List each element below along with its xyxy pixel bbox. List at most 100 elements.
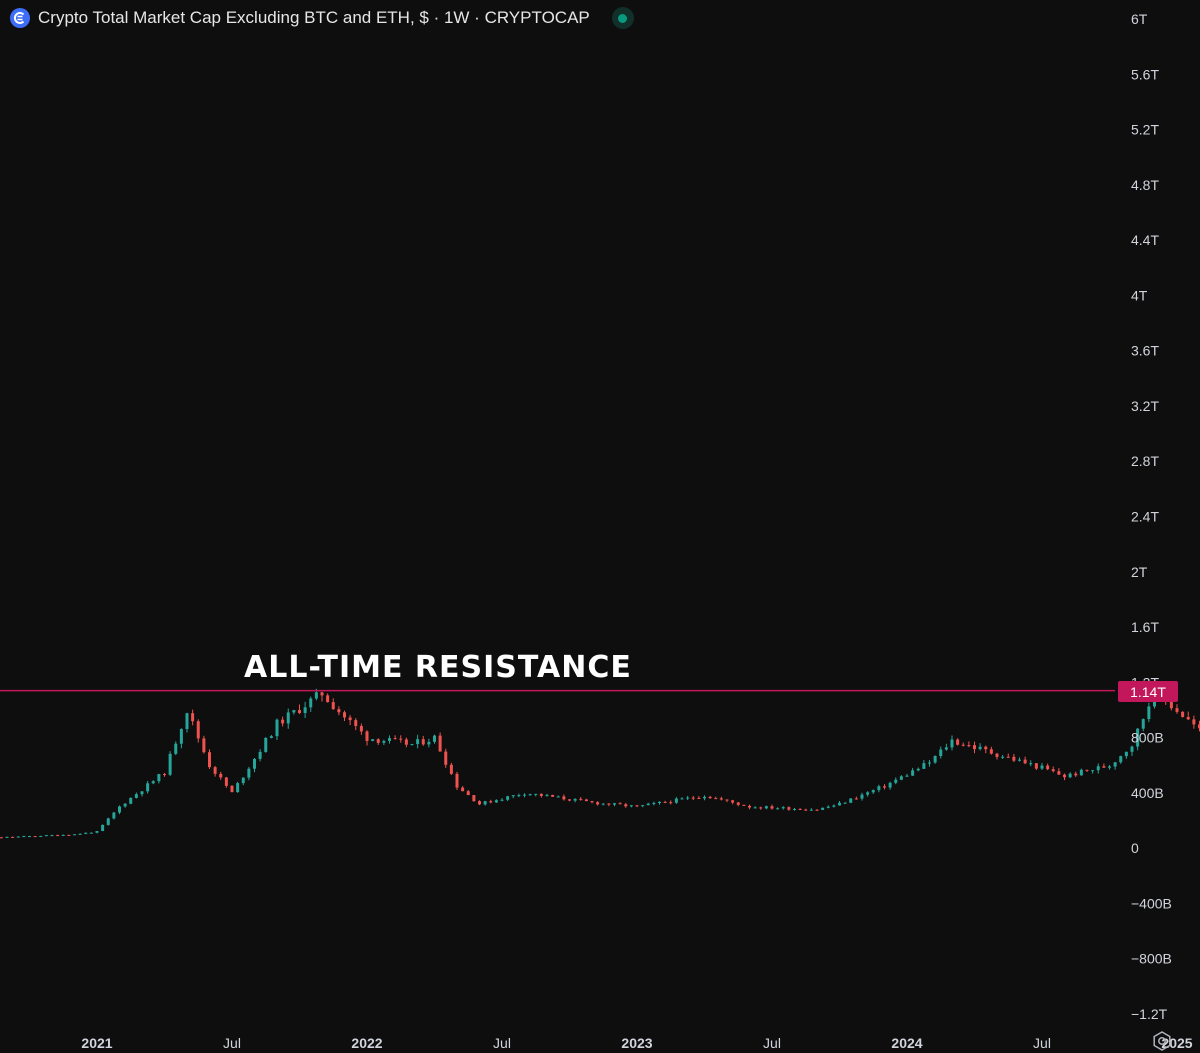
candle-body [601,803,605,805]
price-axis-label: 800B [1131,730,1164,746]
candle-body [331,702,335,710]
candle-body [112,812,116,819]
price-badge: 1.14T [1118,681,1178,702]
candle-body [736,802,740,805]
candle-body [5,836,9,838]
chart-title[interactable]: Crypto Total Market Cap Excluding BTC an… [38,8,590,27]
price-axis-label: 2.8T [1131,453,1159,469]
price-axis-label: 5.2T [1131,122,1159,138]
candle-body [33,836,37,838]
candle-body [101,824,105,832]
candle-body [123,803,127,807]
candle-body [607,803,611,805]
candle-body [478,801,481,805]
candle-body [652,802,656,804]
candle-body [764,806,768,809]
candle-body [309,698,313,708]
candle-body [809,809,813,811]
candle-body [253,758,256,769]
candle-body [444,751,448,765]
candle-body [899,776,903,780]
price-axis-label: −1.2T [1131,1006,1168,1022]
candle-body [303,707,307,713]
price-axis-label: −400B [1131,895,1172,911]
market-status-dot-icon[interactable] [611,7,634,29]
candle-body [877,786,881,791]
candle-body [984,746,988,750]
candle-body [151,781,155,784]
candle-body [781,807,785,809]
candle-body [562,796,566,800]
candle-body [539,793,543,796]
candle-body [230,785,234,793]
price-axis-label: 4.8T [1131,177,1159,193]
gear-icon[interactable] [1151,1030,1173,1052]
candle-body [298,710,301,713]
candle-body [1113,762,1117,767]
candle-body [866,792,870,795]
candle-body [590,801,594,803]
candle-body [1001,756,1005,758]
candle-body [708,796,712,799]
candle-body [84,832,88,834]
candle-body [911,770,915,776]
candle-body [753,807,757,809]
candle-body [1147,706,1151,720]
candle-body [624,804,628,807]
candle-body [776,808,780,810]
resistance-annotation: ALL-TIME RESISTANCE [244,650,632,685]
candle-body [236,783,240,793]
candle-body [1057,771,1061,775]
candle-body [883,786,886,788]
candle-body [455,773,459,788]
candle-body [1046,765,1050,770]
candles-layer [0,684,1200,839]
candle-body [573,798,577,801]
candle-body [1012,756,1016,761]
candle-body [106,818,110,825]
candle-body [1192,719,1196,725]
candle-body [674,798,678,803]
candle-body [854,798,858,800]
candle-body [989,749,993,754]
time-axis: Jul2021Jul2022Jul2023Jul2024Jul2025Jul20… [81,1035,1192,1051]
candle-body [742,804,746,806]
candle-body [118,806,121,813]
candle-body [849,798,853,803]
candle-body [860,794,864,799]
candle-body [73,834,76,836]
candle-body [1051,769,1055,772]
candle-body [179,729,183,744]
candle-body [658,801,661,803]
candle-body [483,801,487,805]
candle-body [28,836,31,838]
candle-body [314,692,318,699]
candle-body [410,744,414,746]
candle-body [629,805,633,807]
candle-body [770,806,774,809]
candle-body [1181,711,1185,717]
cryptocap-logo-icon [10,8,30,28]
candle-body [556,796,560,798]
candle-body [39,835,43,837]
candle-body [168,753,172,775]
candle-body [275,719,279,737]
candle-body [1034,763,1038,769]
candle-body [416,739,420,745]
candle-body [292,710,296,713]
candle-body [838,802,841,806]
candle-body [89,832,93,834]
candle-body [528,794,532,796]
candle-body [191,713,195,722]
candle-body [433,735,436,742]
candle-body [731,800,735,803]
candle-body [933,755,937,763]
price-axis-label: 4.4T [1131,232,1159,248]
candle-body [1091,770,1095,772]
candle-body [208,752,211,768]
candle-body [365,731,369,741]
candle-body [213,767,217,774]
candle-body [67,834,71,836]
candle-body [174,743,178,754]
